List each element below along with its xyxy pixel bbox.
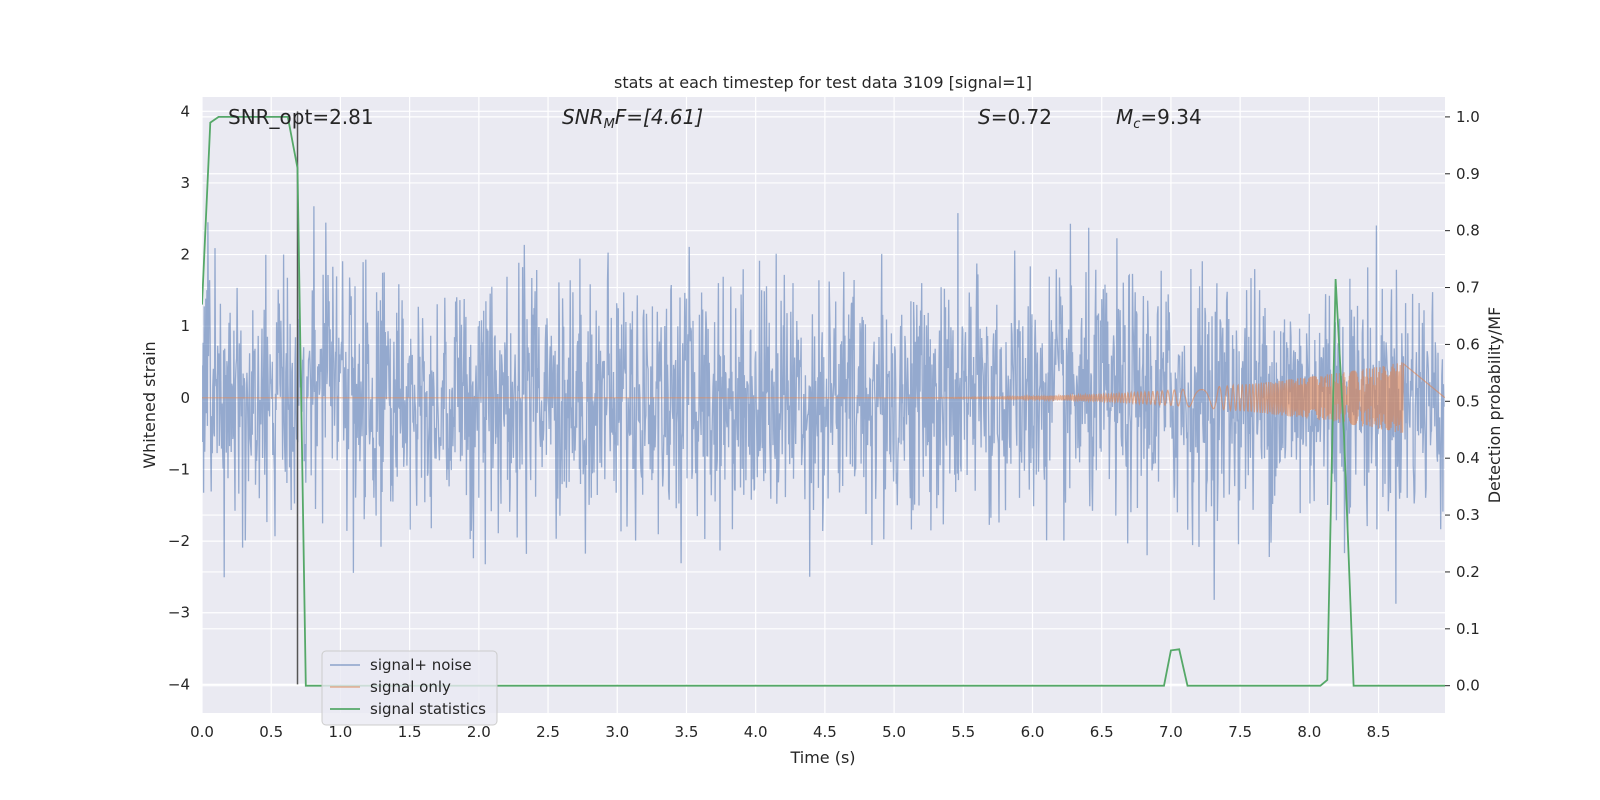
x-axis-ticks: 0.0 0.5 1.0 1.5 2.0 2.5 3.0 3.5 4.0 4.5 5.0 5.5 6.0 6… xyxy=(190,723,1390,741)
left-y-tick-label: −2 xyxy=(168,532,190,550)
right-y-axis-ticks: 0.0 0.1 0.2 0.3 0.4 0.5 0.6 0.7 0.8 0.9 1.0 xyxy=(1445,108,1480,695)
x-tick-label: 0.5 xyxy=(259,723,283,741)
right-y-tick-label: 0.1 xyxy=(1456,620,1480,638)
legend-label-signal-noise: signal+ noise xyxy=(370,656,472,674)
right-y-tick-label: 0.0 xyxy=(1456,677,1480,695)
left-y-tick-label: −4 xyxy=(168,675,190,693)
right-y-tick-label: 1.0 xyxy=(1456,108,1480,126)
legend-label-signal-statistics: signal statistics xyxy=(370,700,486,718)
x-tick-label: 2.0 xyxy=(467,723,491,741)
left-y-tick-label: 2 xyxy=(180,246,190,264)
series-signal-noise-line xyxy=(202,206,1445,604)
left-y-tick-label: 3 xyxy=(180,174,190,192)
annotation-snr-opt: SNR_opt=2.81 xyxy=(228,105,374,129)
x-tick-label: 0.0 xyxy=(190,723,214,741)
left-y-tick-label: 1 xyxy=(180,317,190,335)
x-tick-label: 2.5 xyxy=(536,723,560,741)
x-tick-label: 8.0 xyxy=(1297,723,1321,741)
x-tick-label: 7.0 xyxy=(1159,723,1183,741)
right-y-tick-label: 0.4 xyxy=(1456,449,1480,467)
left-y-tick-label: 0 xyxy=(180,389,190,407)
x-tick-label: 7.5 xyxy=(1228,723,1252,741)
x-tick-label: 1.0 xyxy=(328,723,352,741)
left-y-tick-label: −1 xyxy=(168,460,190,478)
x-tick-label: 5.0 xyxy=(882,723,906,741)
right-y-tick-label: 0.6 xyxy=(1456,335,1480,353)
right-y-tick-label: 0.9 xyxy=(1456,165,1480,183)
x-tick-label: 6.0 xyxy=(1021,723,1045,741)
series-signal-statistics-line xyxy=(202,116,1445,687)
x-tick-label: 8.5 xyxy=(1367,723,1391,741)
annotation-snr-mf: SNRMF=[4.61] xyxy=(562,105,703,132)
right-y-tick-label: 0.7 xyxy=(1456,279,1480,297)
x-tick-label: 4.0 xyxy=(744,723,768,741)
annotation-s: S=0.72 xyxy=(978,105,1052,129)
x-tick-label: 1.5 xyxy=(398,723,422,741)
right-y-axis-label: Detection probability/MF xyxy=(1485,307,1504,504)
x-axis-label: Time (s) xyxy=(789,748,855,767)
right-y-tick-label: 0.8 xyxy=(1456,222,1480,240)
legend-label-signal-only: signal only xyxy=(370,678,451,696)
x-tick-label: 6.5 xyxy=(1090,723,1114,741)
left-y-tick-label: 4 xyxy=(180,102,190,120)
left-y-axis-ticks: −4 −3 −2 −1 0 1 2 3 4 xyxy=(168,102,190,693)
x-tick-label: 5.5 xyxy=(951,723,975,741)
annotation-mc: Mc=9.34 xyxy=(1116,105,1202,132)
chart-title: stats at each timestep for test data 310… xyxy=(614,73,1032,92)
right-y-tick-label: 0.3 xyxy=(1456,506,1480,524)
legend-box xyxy=(321,650,498,726)
right-y-tick-label: 0.5 xyxy=(1456,392,1480,410)
right-y-tick-label: 0.2 xyxy=(1456,563,1480,581)
left-y-tick-label: −3 xyxy=(168,604,190,622)
x-tick-label: 3.5 xyxy=(675,723,699,741)
left-y-axis-label: Whitened strain xyxy=(140,341,159,468)
legend: signal+ noise signal only signal statist… xyxy=(321,650,498,726)
series-signal-only-line xyxy=(202,362,1445,433)
x-tick-label: 4.5 xyxy=(813,723,837,741)
x-tick-label: 3.0 xyxy=(605,723,629,741)
